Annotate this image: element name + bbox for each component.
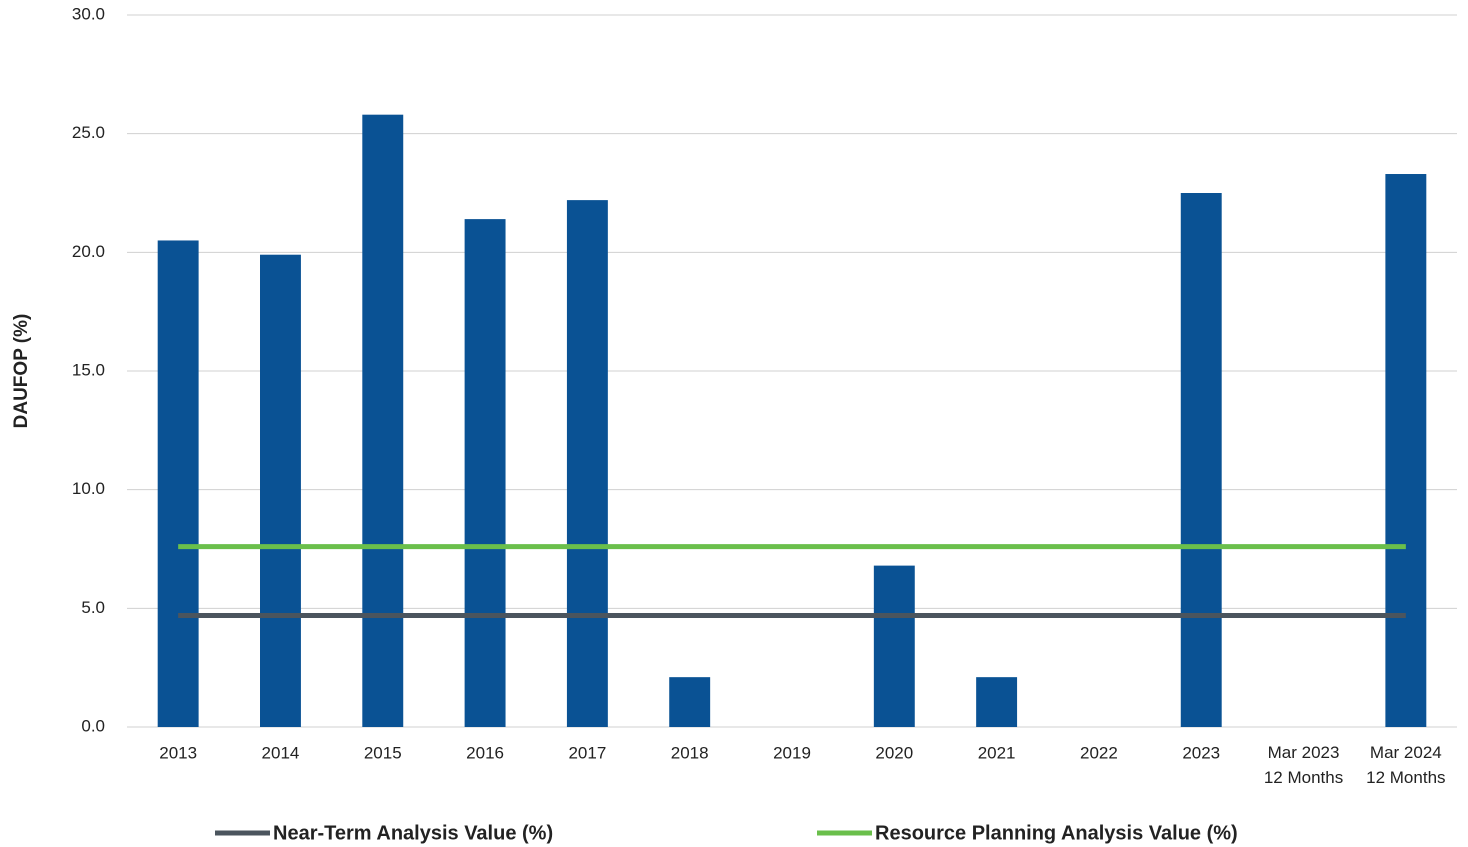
x-tick-label: 2021 — [978, 743, 1016, 762]
legend-label: Near-Term Analysis Value (%) — [273, 822, 553, 844]
x-tick-label: 2018 — [671, 743, 709, 762]
bar — [157, 240, 199, 727]
y-tick-label: 20.0 — [72, 242, 105, 261]
y-tick-label: 0.0 — [81, 716, 105, 735]
y-tick-label: 15.0 — [72, 360, 105, 379]
x-tick-label: 2020 — [875, 743, 913, 762]
x-tick-label: 2023 — [1182, 743, 1220, 762]
x-tick-label: 2013 — [159, 743, 197, 762]
x-tick-label: Mar 2023 12 Months — [1264, 743, 1343, 787]
x-tick-label: 2022 — [1080, 743, 1118, 762]
bar — [566, 200, 608, 727]
x-tick-label: 2019 — [773, 743, 811, 762]
bar — [1385, 174, 1427, 728]
y-tick-label: 25.0 — [72, 123, 105, 142]
bar — [976, 677, 1018, 727]
bar — [1180, 193, 1222, 727]
y-tick-label: 5.0 — [81, 598, 105, 617]
y-tick-label: 10.0 — [72, 479, 105, 498]
bar — [260, 254, 301, 727]
x-tick-label: 2014 — [262, 743, 300, 762]
x-tick-label: Mar 2024 12 Months — [1366, 743, 1445, 787]
bar — [669, 677, 711, 727]
y-tick-label: 30.0 — [72, 4, 105, 23]
bar — [362, 114, 404, 728]
bar — [464, 219, 506, 727]
x-tick-label: 2016 — [466, 743, 504, 762]
bar — [873, 565, 915, 727]
legend-label: Resource Planning Analysis Value (%) — [875, 822, 1238, 844]
x-tick-label: 2015 — [364, 743, 402, 762]
y-axis-label: DAUFOP (%) — [11, 314, 32, 429]
x-tick-label: 2017 — [568, 743, 606, 762]
